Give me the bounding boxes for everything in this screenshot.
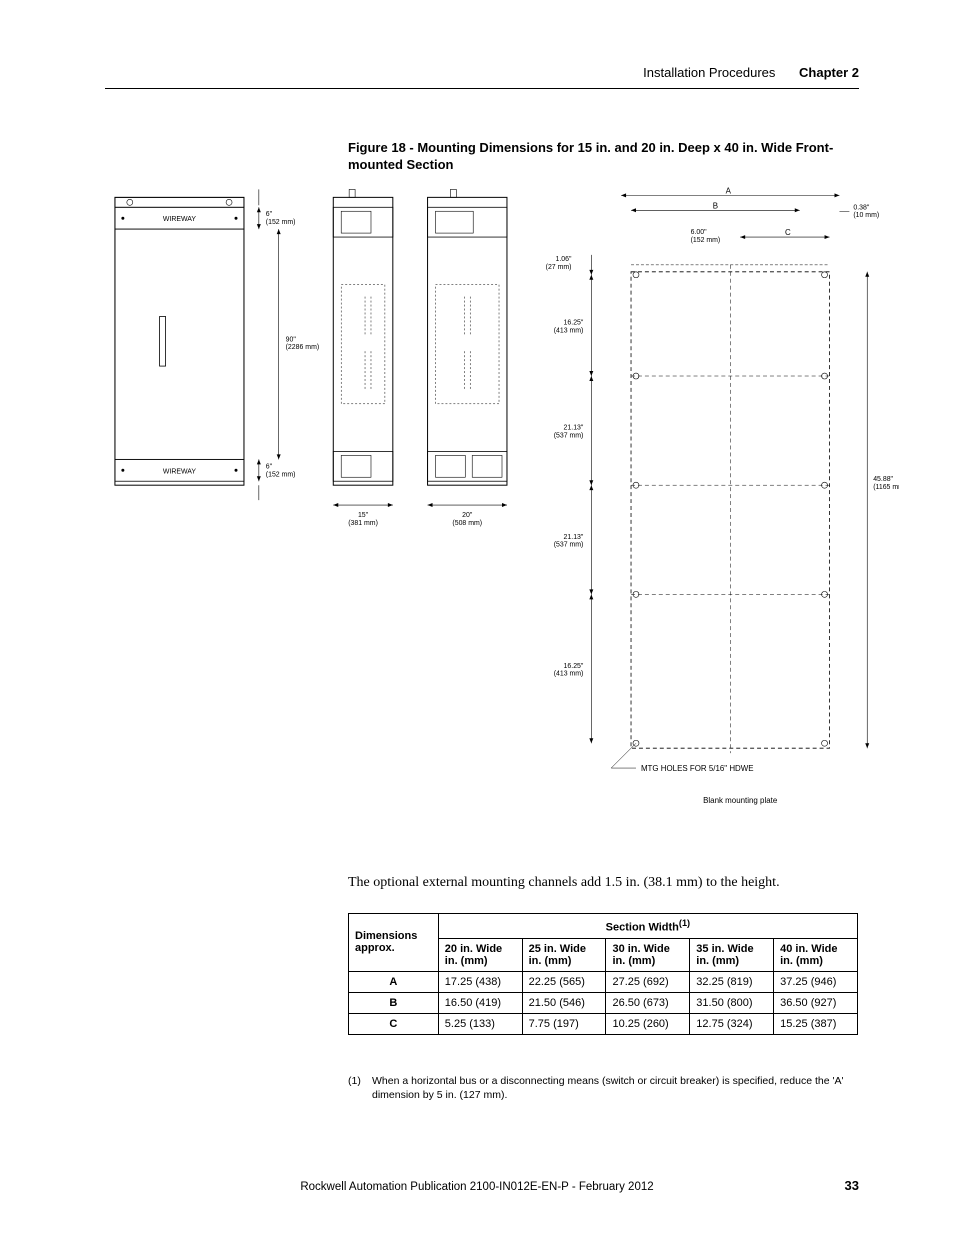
svg-text:(537 mm): (537 mm): [554, 433, 584, 440]
svg-text:(508 mm): (508 mm): [452, 520, 482, 527]
svg-text:21.13": 21.13": [564, 534, 584, 541]
wireway-label-bottom: WIREWAY: [163, 468, 197, 475]
table-row: C 5.25 (133) 7.75 (197) 10.25 (260) 12.7…: [349, 1013, 858, 1034]
svg-text:6.00": 6.00": [691, 229, 708, 236]
svg-text:6": 6": [266, 463, 273, 470]
svg-text:0.38": 0.38": [853, 204, 870, 211]
table-header-dimensions: Dimensions approx.: [349, 914, 439, 972]
svg-text:(413 mm): (413 mm): [554, 671, 584, 678]
svg-text:B: B: [713, 201, 718, 210]
svg-text:45.88": 45.88": [873, 476, 893, 483]
svg-text:A: A: [726, 186, 732, 195]
svg-text:MTG HOLES FOR 5/16" HDWE: MTG HOLES FOR 5/16" HDWE: [641, 764, 754, 773]
svg-text:(27 mm): (27 mm): [546, 264, 572, 271]
header-section: Installation Procedures: [643, 65, 775, 80]
table-row: A 17.25 (438) 22.25 (565) 27.25 (692) 32…: [349, 971, 858, 992]
mounting-diagram: WIREWAY WIREWAY 6" (152 mm) 90" (2286 mm…: [105, 185, 899, 835]
svg-text:(413 mm): (413 mm): [554, 327, 584, 334]
cabinet-20in-side: 20" (508 mm): [428, 189, 507, 526]
svg-text:16.25": 16.25": [564, 319, 584, 326]
svg-text:(152 mm): (152 mm): [266, 471, 296, 478]
svg-text:1.06": 1.06": [556, 256, 573, 263]
header-chapter: Chapter 2: [799, 65, 859, 80]
svg-text:15": 15": [358, 512, 369, 519]
cabinet1-dimensions: 6" (152 mm) 90" (2286 mm) 6" (152 mm): [257, 189, 319, 500]
svg-text:16.25": 16.25": [564, 663, 584, 670]
svg-text:(381 mm): (381 mm): [348, 520, 378, 527]
svg-text:(2286 mm): (2286 mm): [286, 344, 320, 351]
svg-text:20": 20": [462, 512, 473, 519]
caption-text: The optional external mounting channels …: [348, 875, 859, 891]
dimensions-table: Dimensions approx. Section Width(1) 20 i…: [348, 913, 858, 1035]
svg-text:Blank mounting plate: Blank mounting plate: [703, 796, 778, 805]
cabinet-15in-side: 15" (381 mm): [333, 189, 393, 526]
cabinet-front-view: WIREWAY WIREWAY: [115, 197, 244, 485]
figure-title: Figure 18 - Mounting Dimensions for 15 i…: [348, 140, 859, 174]
svg-text:(152 mm): (152 mm): [691, 237, 721, 244]
footnote-text: When a horizontal bus or a disconnecting…: [372, 1075, 859, 1102]
table-header-section-width: Section Width(1): [438, 914, 857, 939]
svg-text:(152 mm): (152 mm): [266, 219, 296, 226]
svg-text:C: C: [785, 228, 791, 237]
svg-text:(10 mm): (10 mm): [853, 212, 879, 219]
svg-text:(1165 mm): (1165 mm): [873, 484, 899, 491]
svg-text:90": 90": [286, 336, 297, 343]
table-row: B 16.50 (419) 21.50 (546) 26.50 (673) 31…: [349, 992, 858, 1013]
mounting-plate-diagram: A B C 6.00" (152 mm) 0.38" (10 mm): [546, 186, 899, 804]
svg-text:(537 mm): (537 mm): [554, 542, 584, 549]
svg-text:21.13": 21.13": [564, 425, 584, 432]
footer-page-number: 33: [845, 1178, 859, 1193]
svg-text:6": 6": [266, 211, 273, 218]
page-header: Installation Procedures Chapter 2: [105, 65, 859, 89]
wireway-label-top: WIREWAY: [163, 216, 197, 223]
diagram-svg: WIREWAY WIREWAY 6" (152 mm) 90" (2286 mm…: [105, 185, 899, 835]
footnote-number: (1): [348, 1075, 372, 1102]
footer-publication: Rockwell Automation Publication 2100-IN0…: [0, 1181, 954, 1193]
table-footnote: (1) When a horizontal bus or a disconnec…: [348, 1075, 859, 1102]
